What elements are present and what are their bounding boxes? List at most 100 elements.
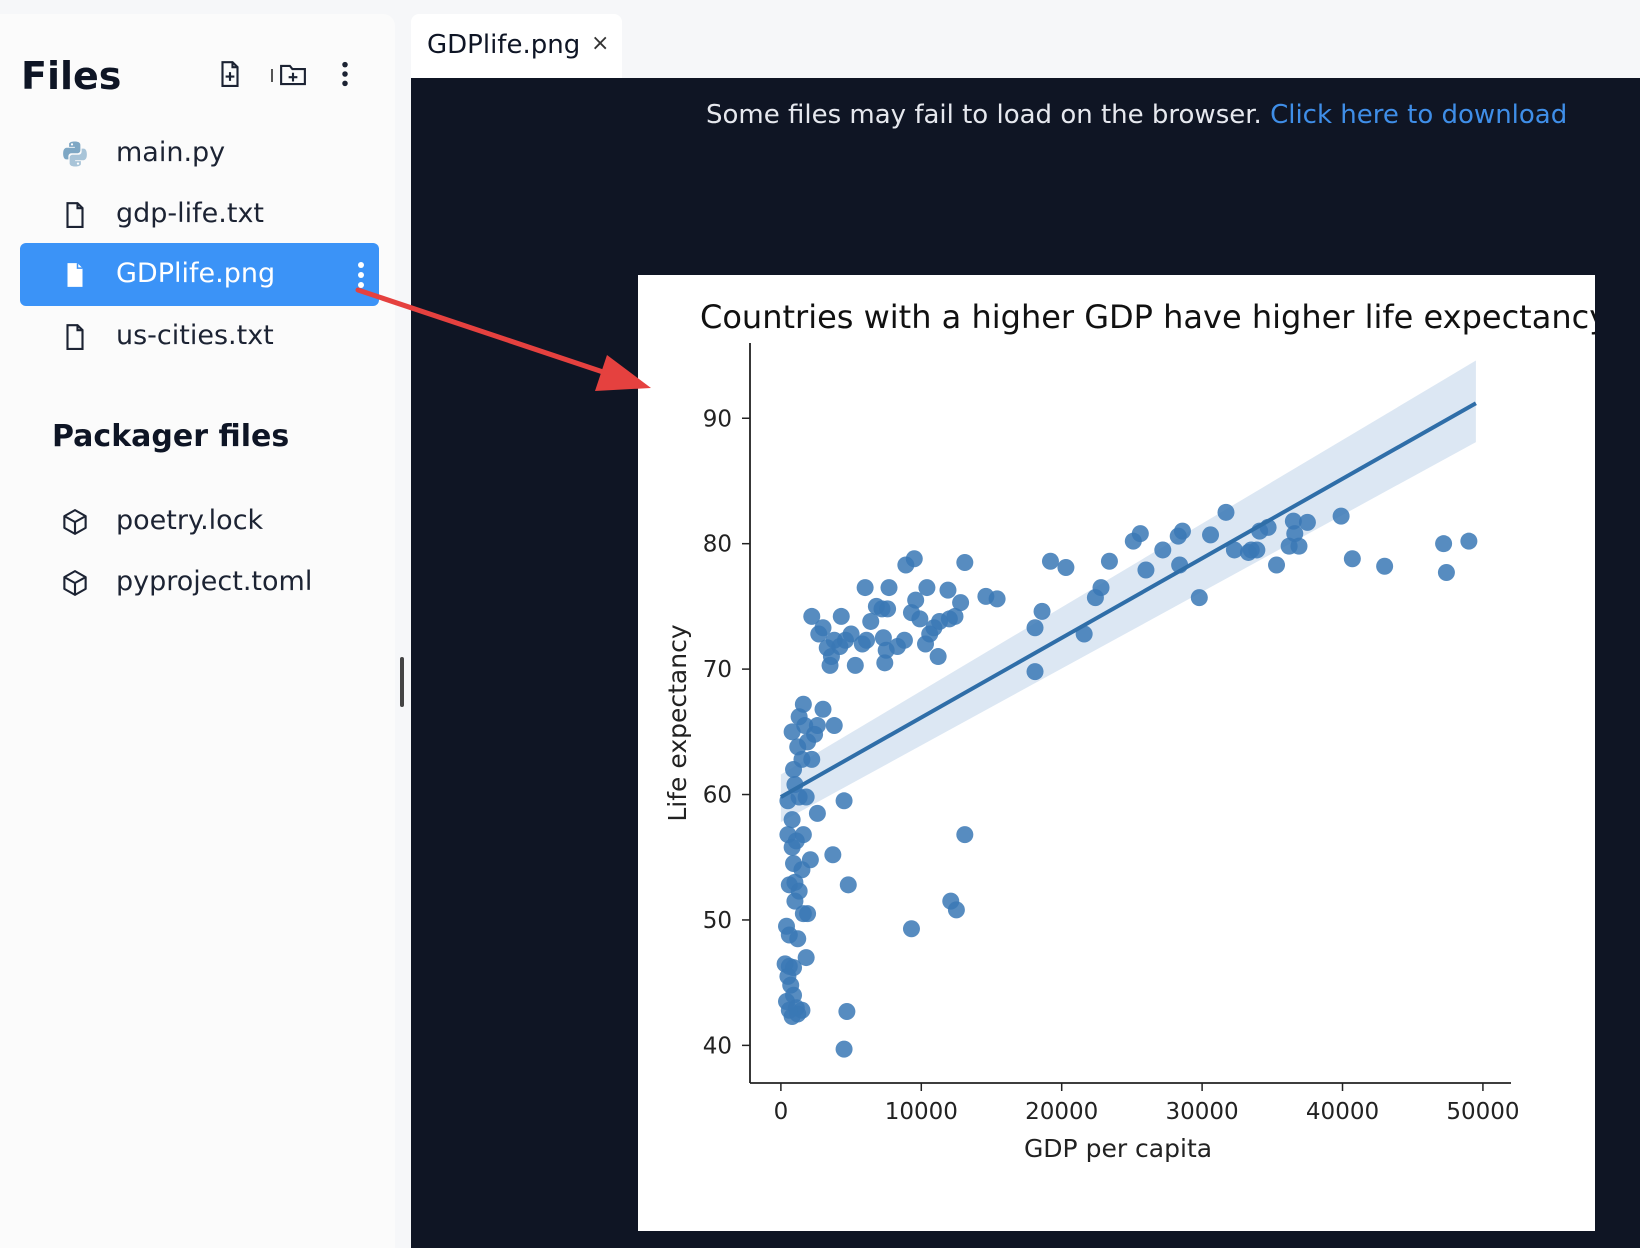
data-point [1092,579,1110,597]
file-item-main-py[interactable]: main.py [20,122,379,185]
data-point [780,1001,798,1019]
data-point [797,949,815,967]
x-tick-label: 10000 [885,1099,958,1125]
data-point [801,851,819,869]
download-notice: Some files may fail to load on the brows… [706,100,1567,130]
data-point [838,1003,856,1021]
data-point [821,656,839,674]
data-point [862,612,880,630]
data-point [814,700,832,718]
data-point [1268,556,1286,574]
file-item-us-cities-txt[interactable]: us-cities.txt [20,305,379,368]
data-point [929,648,947,666]
data-point [1100,552,1118,570]
data-point [856,579,874,597]
data-point [1284,512,1302,530]
file-label: us-cities.txt [116,320,274,351]
data-point [1437,564,1455,582]
y-axis-label: Life expectancy [663,624,692,821]
data-point [858,631,876,649]
y-tick-label: 60 [703,783,732,809]
data-point [918,579,936,597]
data-point [803,750,821,768]
file-icon [60,321,90,353]
download-link[interactable]: Click here to download [1270,100,1568,130]
data-point [988,590,1006,608]
data-point [879,600,897,618]
file-label: poetry.lock [116,505,264,536]
data-point [803,607,821,625]
x-tick-label: 40000 [1306,1099,1379,1125]
data-point [1190,589,1208,607]
data-point [1026,619,1044,637]
data-point [1131,525,1149,543]
data-point [956,826,974,844]
scatter-chart: Countries with a higher GDP have higher … [663,298,1595,1163]
data-point [799,905,817,923]
data-point [797,788,815,806]
file-item-pyproject-toml[interactable]: pyproject.toml [20,551,379,614]
data-point [783,811,801,829]
python-icon [60,138,90,170]
data-point [1376,557,1394,575]
file-item-poetry-lock[interactable]: poetry.lock [20,490,379,553]
data-point [835,1040,853,1058]
data-point [778,917,796,935]
image-viewer: Some files may fail to load on the brows… [411,78,1640,1248]
data-point [1225,541,1243,559]
data-point [1154,541,1172,559]
data-point [794,695,812,713]
y-tick-label: 40 [703,1033,732,1059]
x-tick-label: 50000 [1446,1099,1519,1125]
data-point [1033,602,1051,620]
y-tick-label: 70 [703,657,732,683]
file-item-gdp-life-txt[interactable]: gdp-life.txt [20,183,379,246]
data-point [902,920,920,938]
data-point [835,792,853,810]
notice-text: Some files may fail to load on the brows… [706,100,1262,130]
header-separator [271,69,273,82]
data-point [1137,561,1155,579]
x-axis-label: GDP per capita [1024,1134,1212,1163]
data-point [917,635,935,653]
more-vertical-icon[interactable] [330,59,360,89]
panel-resize-handle[interactable] [400,657,404,707]
data-point [1343,550,1361,568]
file-icon [60,199,90,231]
data-point [808,717,826,735]
packager-files-title: Packager files [52,419,290,454]
package-icon [60,506,90,538]
data-point [794,826,812,844]
data-point [779,826,797,844]
tab-gdplife-png[interactable]: GDPlife.png × [411,14,622,78]
file-filled-icon [60,259,90,291]
data-point [876,654,894,672]
tab-label: GDPlife.png [427,30,581,60]
data-point [824,846,842,864]
file-label: gdp-life.txt [116,198,265,229]
data-point [1217,503,1235,521]
file-label: GDPlife.png [116,258,276,289]
regression-line [779,401,1477,799]
file-item-gdplife-png[interactable]: GDPlife.png [20,243,379,306]
data-point [1202,526,1220,544]
data-point [956,553,974,571]
data-point [1248,541,1266,559]
file-sidebar: Files main.py gdp-life.txt GDPlife.png [0,14,395,1248]
data-point [786,873,804,891]
data-point [911,610,929,628]
x-tick-label: 20000 [1025,1099,1098,1125]
data-point [895,631,913,649]
x-tick-label: 0 [774,1099,789,1125]
package-icon [60,567,90,599]
y-tick-label: 50 [703,908,732,934]
close-icon[interactable]: × [591,31,610,56]
data-point [839,876,857,894]
more-vertical-icon[interactable] [357,261,365,289]
y-tick-label: 90 [703,406,732,432]
new-file-icon[interactable] [215,59,245,89]
file-label: pyproject.toml [116,566,313,597]
new-folder-icon[interactable] [278,59,308,89]
data-point [907,591,925,609]
data-point [1460,532,1478,550]
